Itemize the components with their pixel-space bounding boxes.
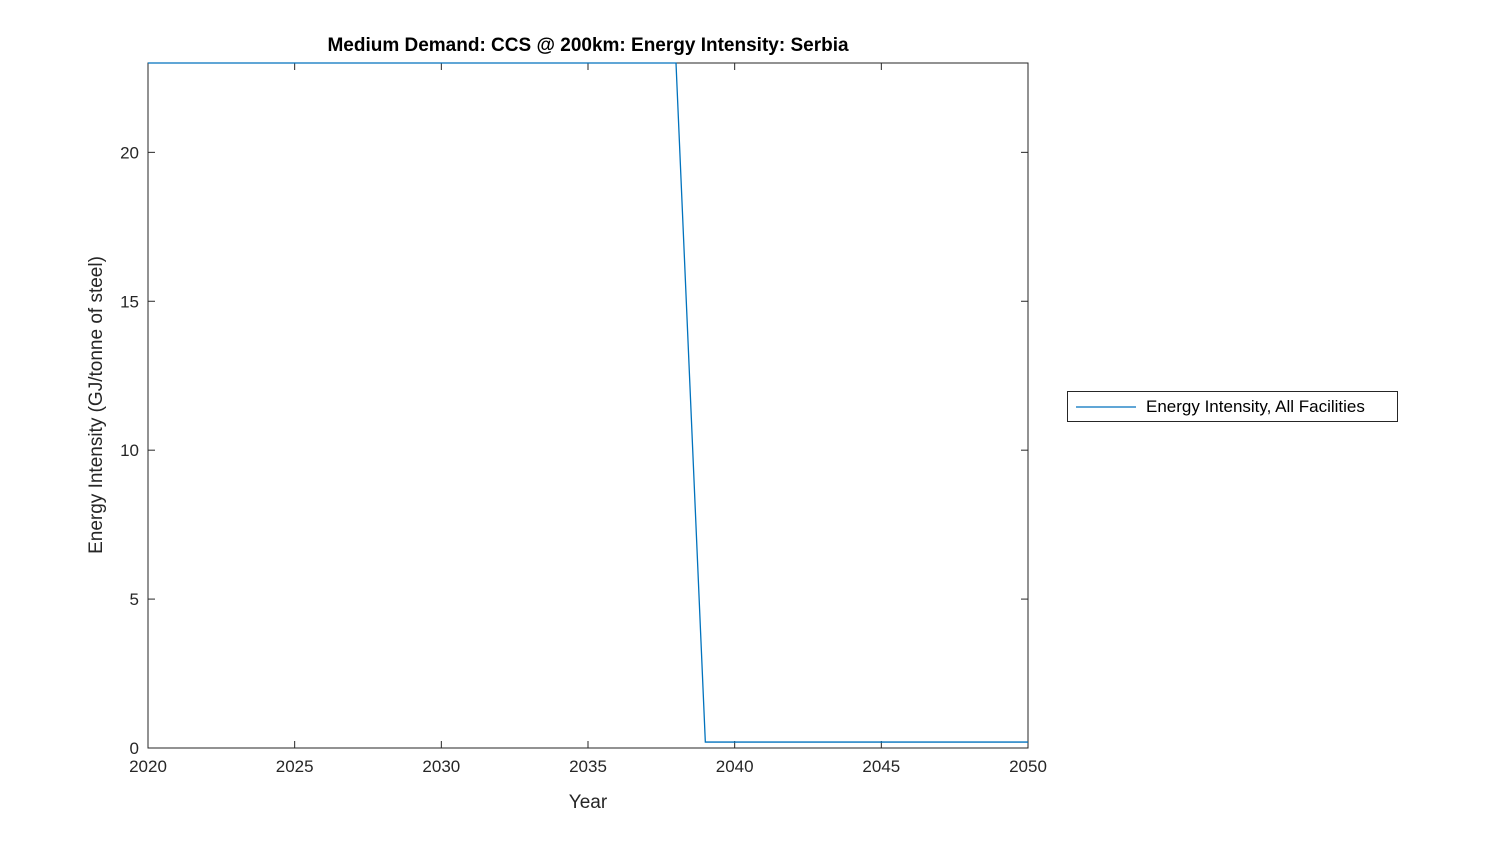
legend-line-sample	[1076, 405, 1136, 408]
y-tick-label: 5	[130, 590, 139, 609]
x-tick-label: 2025	[276, 757, 314, 776]
y-tick-label: 10	[120, 441, 139, 460]
x-tick-label: 2045	[862, 757, 900, 776]
x-tick-label: 2030	[422, 757, 460, 776]
energy-intensity-line	[148, 62, 1028, 743]
x-tick-label: 2035	[569, 757, 607, 776]
x-tick-label: 2020	[129, 757, 167, 776]
x-axis-label: Year	[568, 792, 608, 813]
x-tick-label: 2050	[1009, 757, 1047, 776]
x-tick-label: 2040	[716, 757, 754, 776]
y-axis-label: Energy Intensity (GJ/tonne of steel)	[86, 256, 107, 554]
legend-item-label: Energy Intensity, All Facilities	[1146, 396, 1365, 416]
legend: Energy Intensity, All Facilities	[1067, 391, 1398, 422]
chart-title: Medium Demand: CCS @ 200km: Energy Inten…	[327, 35, 849, 56]
y-tick-label: 0	[130, 739, 139, 758]
axes-box	[147, 62, 1029, 749]
y-tick-label: 15	[120, 292, 139, 311]
y-tick-label: 20	[120, 143, 139, 162]
